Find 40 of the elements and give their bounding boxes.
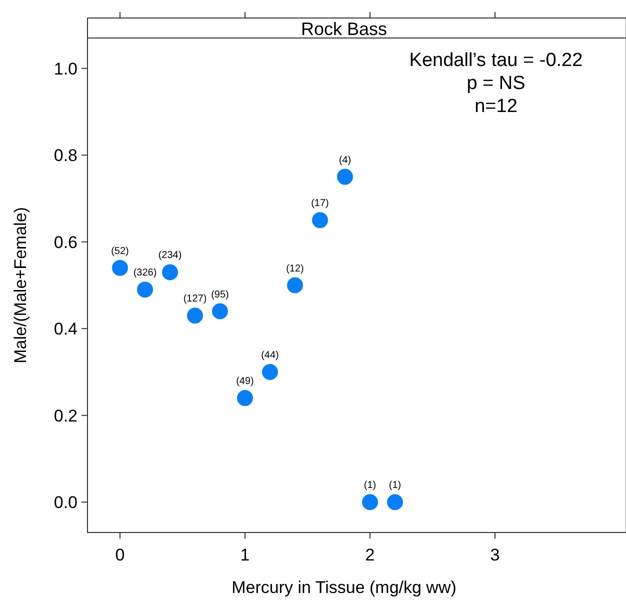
annotation: (95) [211, 289, 229, 300]
annotation: Kendall’s tau = -0.22 [409, 50, 583, 71]
point [162, 264, 178, 280]
point [262, 364, 278, 380]
annotation: (17) [311, 198, 329, 210]
point [337, 168, 353, 185]
annotation: (12) [286, 263, 304, 274]
point [212, 303, 228, 320]
y-tick-label: 0.0 [54, 493, 78, 512]
annotation: (127) [183, 294, 207, 305]
annotation: p = NS [466, 73, 526, 94]
x-tick-label: 1 [240, 546, 250, 564]
annotation: (49) [236, 376, 254, 388]
chart-title: Rock Bass [300, 19, 388, 39]
annotation: (44) [261, 350, 279, 362]
point [237, 390, 253, 406]
annotation: (52) [111, 246, 129, 257]
x-tick-label: 3 [490, 546, 500, 564]
point [112, 260, 128, 276]
annotation: (234) [158, 250, 182, 262]
point [287, 277, 303, 294]
annotation: (1) [388, 480, 402, 492]
x-tick-label: 2 [365, 546, 375, 564]
point [387, 494, 403, 510]
point [187, 308, 203, 324]
annotation: n=12 [474, 96, 518, 117]
annotation: (1) [364, 480, 376, 492]
y-tick-label: 1.0 [54, 59, 78, 78]
x-axis-title: Mercury in Tissue (mg/kg ww) [232, 578, 456, 597]
annotation: (326) [133, 268, 157, 279]
y-axis-title: Male/(Male+Female) [11, 207, 30, 364]
point [137, 282, 153, 298]
y-tick-label: 0.2 [54, 406, 78, 426]
annotation: (4) [338, 154, 352, 166]
x-tick-label: 0 [115, 546, 125, 564]
y-tick-label: 0.8 [54, 146, 78, 166]
y-tick-label: 0.4 [54, 320, 78, 339]
point [362, 494, 378, 510]
point [312, 212, 328, 228]
y-tick-label: 0.6 [54, 232, 78, 252]
